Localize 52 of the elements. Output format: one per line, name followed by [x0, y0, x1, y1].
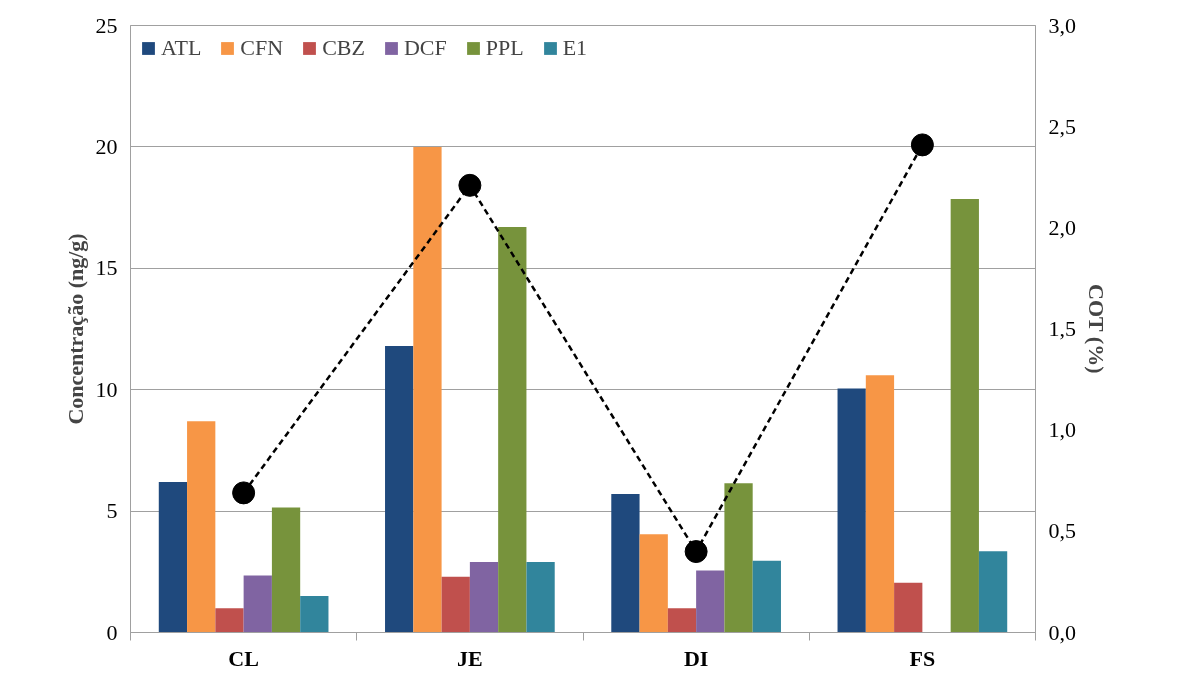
- legend-label: E1: [562, 35, 588, 61]
- y-tick-label: 25: [95, 12, 118, 38]
- bar: [865, 375, 895, 633]
- legend-label: DCF: [403, 35, 447, 61]
- bar: [413, 146, 442, 633]
- bar: [215, 608, 244, 633]
- y-tick-label: 10: [95, 376, 118, 402]
- y-axis-title: Concentração (ng/g): [62, 233, 88, 425]
- bar: [300, 596, 329, 633]
- x-tick-label: CL: [228, 645, 259, 671]
- y2-tick-label: 2,0: [1048, 214, 1076, 240]
- x-tick-label: FS: [909, 645, 936, 671]
- y-tick-label: 5: [106, 498, 118, 524]
- bar: [724, 483, 753, 633]
- bar: [469, 562, 499, 633]
- legend-label: CBZ: [322, 35, 365, 61]
- bar: [978, 551, 1008, 633]
- bar: [837, 388, 866, 633]
- x-tick-label: DI: [683, 645, 709, 671]
- bar: [385, 346, 414, 633]
- legend-label: PPL: [485, 35, 524, 61]
- y2-tick-label: 2,5: [1048, 113, 1076, 139]
- y-tick-label: 0: [106, 619, 118, 645]
- y-tick-label: 15: [95, 255, 118, 281]
- bar: [894, 582, 923, 633]
- bar: [243, 575, 272, 633]
- bar: [498, 227, 527, 633]
- bar: [526, 562, 555, 633]
- point: [684, 540, 708, 564]
- point: [910, 133, 934, 157]
- y2-tick-label: 3,0: [1048, 12, 1076, 38]
- bar: [611, 494, 640, 633]
- legend-label: CFN: [240, 35, 284, 61]
- y-tick-label: 20: [95, 133, 118, 159]
- y2-tick-label: 0,5: [1048, 518, 1076, 544]
- point: [458, 173, 482, 197]
- bar: [158, 481, 188, 633]
- x-tick-label: JE: [457, 645, 483, 671]
- bar: [639, 534, 668, 633]
- legend-label: ATL: [161, 35, 202, 61]
- bar: [950, 199, 979, 633]
- bar: [667, 608, 697, 633]
- bar: [696, 570, 725, 633]
- point: [232, 481, 256, 505]
- y2-axis-title: COT (%): [1084, 284, 1109, 374]
- bar: [187, 421, 216, 633]
- bar: [441, 576, 470, 633]
- y2-tick-label: 1,5: [1048, 316, 1076, 341]
- y2-tick-label: 0,0: [1048, 619, 1076, 645]
- y2-tick-label: 1,0: [1048, 417, 1076, 443]
- bar: [271, 507, 301, 633]
- bar: [752, 560, 781, 633]
